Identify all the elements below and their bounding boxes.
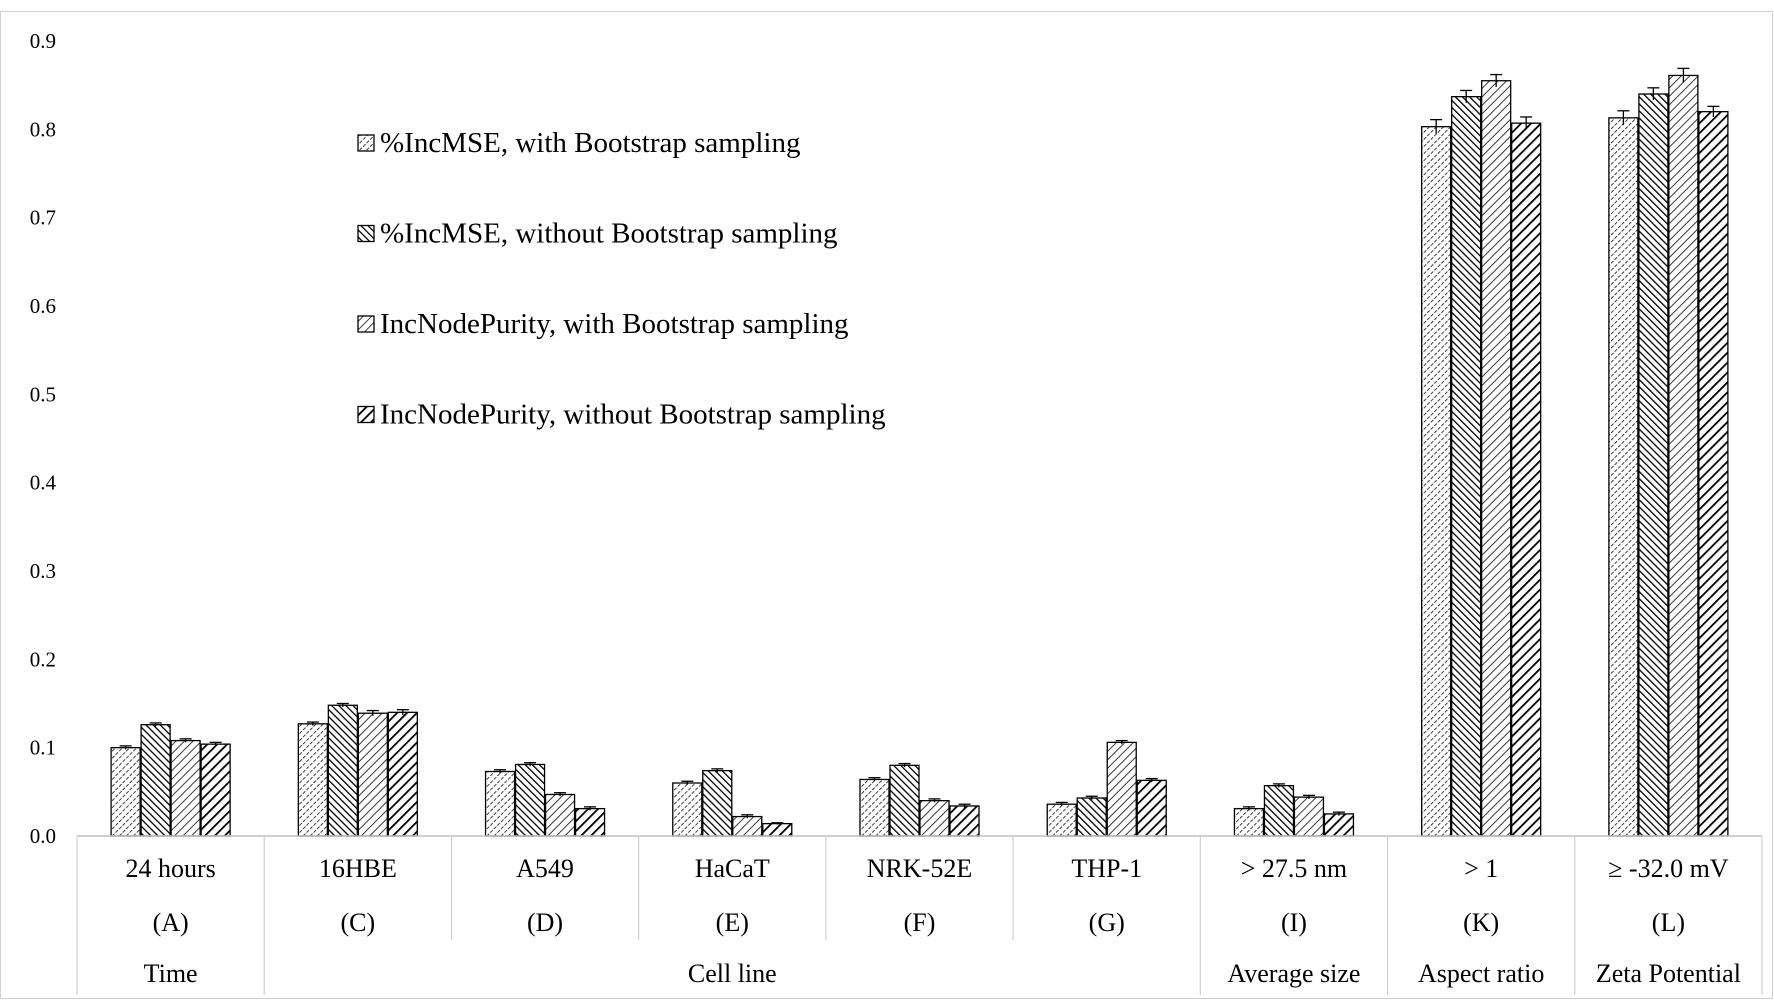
category-code: (E) — [716, 908, 749, 937]
bar-series — [110, 110, 1639, 837]
category-label: A549 — [516, 854, 574, 883]
bar — [297, 723, 328, 837]
category-code: (C) — [340, 908, 375, 937]
bar-series — [170, 67, 1699, 837]
legend: %IncMSE, with Bootstrap sampling %IncMSE,… — [357, 127, 886, 431]
legend-label: IncNodePurity, without Bootstrap samplin… — [380, 399, 886, 431]
group-label: Time — [144, 959, 198, 988]
category-code: (I) — [1281, 908, 1307, 937]
legend-item: %IncMSE, with Bootstrap sampling — [357, 127, 800, 159]
legend-item: %IncMSE, without Bootstrap sampling — [357, 218, 838, 250]
category-label: > 27.5 nm — [1241, 854, 1347, 883]
legend-swatch — [357, 315, 375, 333]
y-tick-label: 0.6 — [30, 294, 56, 318]
bar — [110, 747, 141, 837]
bar — [574, 807, 606, 837]
legend-item: IncNodePurity, with Bootstrap sampling — [357, 308, 849, 340]
legend-label: %IncMSE, with Bootstrap sampling — [380, 127, 800, 159]
category-label: HaCaT — [695, 854, 770, 883]
bar — [327, 704, 358, 837]
bar — [514, 763, 546, 837]
bar — [1263, 785, 1295, 837]
bar — [672, 782, 703, 837]
bar-series — [200, 105, 1729, 837]
bar — [889, 764, 920, 837]
category-label: NRK-52E — [867, 854, 972, 883]
category-label: ≥ -32.0 mV — [1608, 854, 1729, 883]
x-axis: 24 hours (A) 16HBE (C) A549 (D) HaCaT (E) NRK-52… — [76, 835, 1763, 995]
bar — [1106, 741, 1137, 837]
y-tick-label: 0.3 — [30, 559, 56, 583]
legend-label: %IncMSE, without Bootstrap sampling — [380, 218, 838, 250]
bar — [949, 805, 980, 837]
y-tick-label: 0.5 — [30, 382, 56, 406]
bar — [1608, 117, 1639, 837]
bar — [357, 712, 388, 837]
y-tick-label: 0.1 — [30, 736, 56, 760]
legend-swatch — [357, 134, 375, 152]
category-label: 24 hours — [125, 854, 215, 883]
bar — [544, 793, 576, 837]
bar — [170, 739, 201, 837]
bar — [1076, 797, 1107, 837]
bar — [484, 770, 516, 837]
bar — [140, 724, 171, 837]
legend-item: IncNodePurity, without Bootstrap samplin… — [357, 399, 886, 431]
bar — [732, 815, 763, 837]
category-label: 16HBE — [319, 854, 397, 883]
category-code: (G) — [1089, 908, 1125, 937]
legend-label: IncNodePurity, with Bootstrap sampling — [380, 308, 849, 340]
bar — [1421, 126, 1452, 837]
bar — [387, 711, 418, 837]
category-code: (A) — [153, 908, 189, 937]
bar — [1668, 74, 1699, 837]
bar — [200, 743, 231, 837]
bar-series-group — [110, 67, 1729, 837]
category-code: (D) — [527, 908, 563, 937]
y-tick-label: 0.4 — [30, 471, 57, 495]
y-tick-label: 0.0 — [30, 824, 56, 848]
bar — [762, 822, 793, 837]
bar — [1046, 803, 1077, 837]
bar — [702, 769, 733, 837]
category-code: (L) — [1652, 908, 1685, 937]
bar — [1136, 779, 1167, 837]
bar — [1233, 807, 1265, 837]
category-label: THP-1 — [1071, 854, 1142, 883]
group-label: Cell line — [688, 959, 777, 988]
y-tick-label: 0.9 — [30, 29, 56, 53]
group-label: Zeta Potential — [1596, 959, 1741, 988]
category-label: > 1 — [1464, 854, 1498, 883]
bar — [1511, 122, 1542, 837]
bar — [1451, 96, 1482, 837]
chart-border — [0, 11, 1773, 999]
y-tick-label: 0.2 — [30, 647, 56, 671]
bar-series — [140, 87, 1669, 837]
bar — [1293, 796, 1325, 837]
bar — [1323, 813, 1355, 837]
legend-swatch — [357, 224, 375, 243]
y-axis: 0.0 0.1 0.2 0.3 0.4 0.5 0.6 0.7 0.8 0.9 — [30, 29, 57, 848]
category-code: (K) — [1463, 908, 1499, 937]
bar — [919, 800, 950, 837]
group-label: Aspect ratio — [1418, 959, 1544, 988]
bar — [1698, 111, 1729, 837]
bar — [859, 778, 890, 837]
bar — [1481, 80, 1512, 837]
legend-swatch — [357, 405, 375, 424]
y-tick-label: 0.8 — [30, 117, 56, 141]
category-code: (F) — [904, 908, 936, 937]
group-label: Average size — [1227, 959, 1360, 988]
y-tick-label: 0.7 — [30, 206, 56, 230]
bar — [1638, 93, 1669, 837]
